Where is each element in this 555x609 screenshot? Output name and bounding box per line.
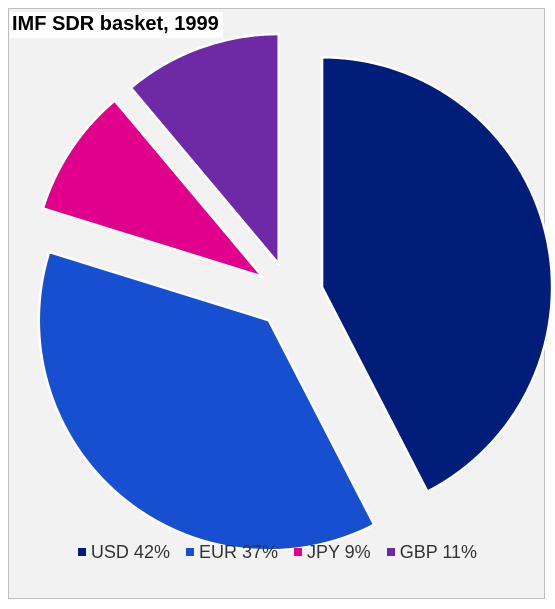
chart-title: IMF SDR basket, 1999 [10,12,223,38]
legend-swatch-gbp [386,548,395,556]
legend: USD 42% EUR 37% JPY 9% GBP 11% [0,540,555,564]
pie-slice-eur [37,250,376,552]
pie-slice-jpy [41,99,264,278]
legend-item-usd: USD 42% [77,541,170,563]
legend-swatch-eur [185,548,194,556]
legend-swatch-jpy [293,548,302,556]
legend-label-eur: EUR 37% [198,541,278,562]
legend-item-gbp: GBP 11% [386,541,478,563]
legend-label-jpy: JPY 9% [306,541,371,562]
legend-item-jpy: JPY 9% [293,541,371,563]
legend-label-gbp: GBP 11% [399,541,478,562]
pie-slice-gbp [129,32,280,266]
legend-item-eur: EUR 37% [185,541,278,563]
legend-label-usd: USD 42% [90,541,170,562]
legend-swatch-usd [77,548,86,556]
pie-slice-usd [320,55,554,493]
